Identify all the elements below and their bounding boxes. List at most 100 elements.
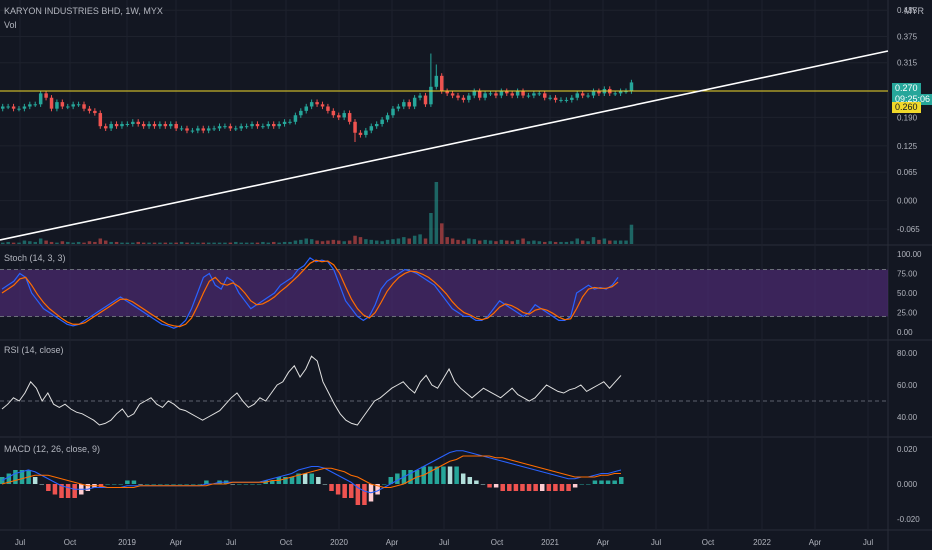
volume-bar — [477, 240, 482, 244]
candle-body — [613, 93, 617, 95]
macd-histogram-bar — [144, 484, 150, 485]
volume-bar — [391, 239, 395, 244]
candle-body — [483, 93, 487, 98]
volume-bar — [266, 242, 271, 244]
volume-bar — [613, 240, 617, 244]
candle-body — [358, 132, 363, 135]
macd-histogram-bar — [302, 473, 308, 484]
macd-histogram-bar — [342, 484, 347, 498]
volume-bar — [109, 241, 113, 244]
volume-bar — [331, 239, 336, 244]
macd-histogram-bar — [579, 484, 584, 485]
candle-body — [494, 93, 498, 96]
candle-body — [55, 102, 59, 109]
volume-bar — [228, 242, 233, 244]
macd-histogram-bar — [619, 477, 624, 484]
candle-body — [114, 124, 119, 127]
volume-bar — [385, 239, 390, 244]
volume-bar — [147, 242, 151, 244]
volume-bar — [277, 242, 281, 244]
macd-histogram-bar — [572, 484, 578, 488]
volume-bar — [629, 224, 634, 244]
candle-body — [196, 128, 200, 131]
macd-histogram-bar — [566, 484, 571, 491]
price-tick-8: -0.065 — [897, 225, 920, 234]
volume-bar — [407, 238, 411, 244]
volume-bar — [87, 241, 92, 244]
macd-histogram-bar — [125, 480, 130, 484]
volume-bar — [445, 237, 449, 244]
macd-histogram-bar — [171, 484, 176, 485]
volume-bar — [580, 240, 585, 244]
x-tick-13: Oct — [702, 538, 715, 547]
volume-bar — [602, 238, 607, 244]
candle-body — [347, 113, 352, 122]
macd-histogram-bar — [500, 484, 505, 491]
candle-body — [66, 106, 70, 108]
volume-bar — [76, 241, 81, 244]
x-tick-11: Apr — [597, 538, 610, 547]
volume-bar — [494, 241, 498, 244]
volume-bar — [591, 237, 596, 244]
volume-bar — [597, 239, 601, 244]
candle-body — [472, 91, 477, 96]
volume-bar — [353, 235, 357, 244]
stoch-band — [0, 269, 888, 317]
macd-histogram-bar — [428, 466, 433, 484]
volume-bar — [440, 223, 444, 244]
candle-body — [239, 126, 243, 129]
volume-bar — [488, 240, 493, 244]
volume-bar — [44, 240, 48, 244]
candle-body — [575, 93, 580, 98]
candle-body — [423, 95, 428, 105]
macd-histogram-bar — [395, 473, 400, 484]
candle-body — [488, 93, 493, 95]
candle-body — [266, 124, 271, 127]
ascending-trendline — [0, 50, 889, 241]
volume-bar — [570, 241, 574, 244]
volume-bar — [33, 241, 38, 244]
volume-bar — [472, 239, 477, 244]
macd-histogram-bar — [467, 477, 473, 484]
macd-histogram-bar — [138, 484, 143, 485]
volume-bar — [304, 238, 309, 244]
volume-bar — [450, 238, 455, 244]
macd-histogram-bar — [460, 473, 466, 484]
volume-bar — [358, 237, 363, 244]
candle-body — [282, 121, 287, 124]
macd-histogram-bar — [151, 484, 156, 485]
candle-body — [526, 95, 531, 97]
volume-bar — [548, 241, 552, 244]
macd-histogram-bar — [65, 484, 71, 498]
candle-body — [217, 126, 222, 129]
volume-bar — [537, 241, 542, 244]
volume-bar — [521, 238, 525, 244]
macd-histogram-bar — [111, 484, 117, 485]
volume-bar — [120, 242, 124, 244]
macd-histogram-bar — [197, 484, 203, 485]
candle-body — [543, 93, 547, 98]
volume-bar — [17, 242, 21, 244]
macd-histogram-bar — [599, 480, 604, 484]
rsi-tick-0: 80.00 — [897, 349, 918, 358]
macd-histogram-bar — [59, 484, 64, 498]
volume-bar — [347, 240, 352, 244]
volume-bar — [223, 242, 227, 244]
volume-bar — [103, 240, 108, 244]
candle-body — [456, 95, 460, 98]
macd-histogram-bar — [19, 470, 25, 484]
volume-bar — [564, 241, 569, 244]
macd-histogram-bar — [190, 484, 196, 485]
macd-histogram-bar — [72, 484, 77, 498]
candle-body — [1, 106, 5, 109]
candle-body — [174, 124, 178, 129]
macd-histogram-bar — [204, 480, 209, 484]
macd-histogram-bar — [13, 470, 18, 484]
macd-histogram-bar — [454, 466, 459, 484]
candle-body — [98, 113, 103, 127]
candle-body — [515, 91, 520, 96]
candle-body — [163, 124, 168, 127]
volume-bar — [66, 241, 70, 244]
macd-histogram-bar — [513, 484, 519, 491]
